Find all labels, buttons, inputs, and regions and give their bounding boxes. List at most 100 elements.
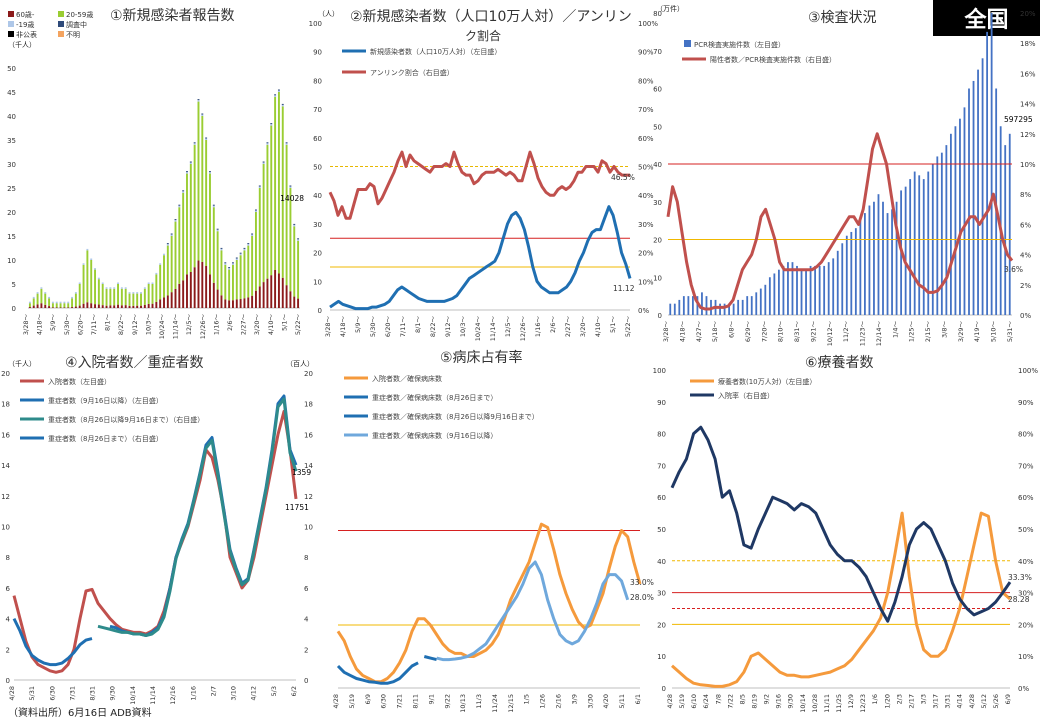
c6-ytick-left: 40	[657, 558, 666, 566]
c1-bar-pending	[274, 94, 277, 96]
c1-bar-youth	[193, 143, 196, 145]
c4-xtick: 6/2	[290, 686, 298, 696]
c1-legend-label-5: 不明	[66, 31, 80, 39]
c1-bar-elderly	[174, 288, 177, 308]
c3-bar	[977, 69, 979, 315]
c2-ytick-right: 10%	[638, 278, 654, 286]
c1-bar-youth	[182, 191, 185, 193]
c4-series-1-line	[109, 394, 298, 637]
c1-bar-youth	[78, 282, 81, 284]
c2-ytick-left: 80	[313, 77, 322, 85]
c1-bar-elderly	[51, 307, 54, 308]
c4-ytick-right: 10	[304, 524, 313, 532]
c6-legend-label-0: 療養者数(10万人対)（左目盛）	[718, 377, 816, 386]
c6-ytick-left: 100	[653, 367, 666, 375]
c5-legend-label-1: 重症者数／確保病床数（8月26日まで）	[372, 393, 497, 402]
c2-xtick: 5/9～	[354, 316, 362, 333]
c3-bar	[949, 133, 952, 315]
c1-bar-adult	[147, 284, 150, 304]
c1-bar-adult	[209, 173, 211, 275]
c1-legend-swatch-5	[58, 31, 64, 37]
c3-xtick: 6/29～	[744, 321, 752, 343]
c1-bar-pending	[220, 247, 223, 249]
c1-bar-pending	[281, 103, 284, 105]
c6-ytick-right: 40%	[1018, 558, 1034, 566]
c1-unit: （千人）	[8, 40, 36, 49]
c6-xtick: 5/19	[678, 694, 686, 709]
c5-xtick: 5/19	[348, 694, 356, 709]
c2-ytick-left: 70	[313, 106, 322, 114]
c1-bar-pending	[293, 223, 296, 225]
c4-ytick-left: 4	[6, 616, 11, 624]
c1-bar-elderly	[197, 260, 200, 308]
c4-xtick: 2/7	[209, 686, 217, 696]
c5-xtick: 12/15	[507, 694, 515, 713]
c1-xtick: 2/6～	[226, 314, 234, 331]
c1-bar-adult	[220, 250, 223, 296]
c1-bar-elderly	[159, 299, 162, 308]
c2-ytick-right: 70%	[638, 106, 654, 114]
c3-ytick-right: 2%	[1020, 282, 1031, 290]
c2-ytick-right: 60%	[638, 135, 654, 143]
c3-ytick-right: 14%	[1020, 101, 1036, 109]
c2-xtick: 9/12～	[444, 316, 452, 338]
c1-bar-adult	[274, 96, 277, 270]
c3-bar	[796, 265, 798, 315]
c1-bar-youth	[205, 138, 208, 140]
c1-bar-youth	[178, 205, 181, 208]
c2-ytick-right: 50%	[638, 164, 654, 172]
c1-xtick: 8/1～	[104, 314, 112, 331]
c4-xtick: 12/16	[169, 686, 177, 705]
c1-bar-youth	[117, 282, 119, 284]
c1-ytick-left: 5	[12, 281, 16, 289]
c1-bar-youth	[281, 104, 284, 107]
c6-xtick: 1/6	[871, 694, 879, 704]
c1-bar-adult	[228, 269, 231, 301]
c3-bar	[1008, 133, 1011, 315]
c1-bar-adult	[247, 245, 250, 298]
c1-legend-swatch-0	[8, 11, 14, 17]
c5-ytick-left: 30%	[318, 0, 334, 2]
c1-bar-elderly	[186, 274, 188, 308]
c1-bar-elderly	[71, 307, 74, 308]
c1-bar-elderly	[74, 306, 77, 308]
c1-bar-youth	[163, 253, 165, 256]
c4-series-2-line	[97, 397, 298, 637]
c5-legend-label-3: 重症者数／確保病床数（9月16日以降）	[372, 431, 497, 440]
c1-bar-adult	[281, 106, 284, 278]
c3-bar	[764, 284, 767, 315]
c1-bar-youth	[147, 282, 150, 284]
c2-ytick-right: 100%	[638, 20, 658, 28]
c1-bar-adult	[235, 260, 238, 300]
c1-bar-elderly	[117, 304, 119, 308]
c3-ytick-right: 6%	[1020, 221, 1031, 229]
c3-bar	[746, 296, 749, 315]
c1-bar-pending	[205, 137, 208, 139]
c1-bar-elderly	[239, 299, 242, 308]
c3-bar	[863, 213, 866, 315]
c1-bar-elderly	[293, 296, 296, 308]
c1-bar-elderly	[136, 305, 139, 308]
c1-bar-pending	[182, 190, 185, 192]
c1-xtick: 3/20～	[253, 314, 261, 336]
c5-xtick: 9/22	[443, 694, 451, 709]
c1-bar-adult	[189, 164, 192, 272]
c5-xtick: 7/21	[396, 694, 404, 709]
c1-bar-elderly	[224, 299, 227, 308]
c4-series-3-line	[12, 617, 93, 667]
c3-bar	[827, 262, 830, 315]
c1-ytick-left: 45	[7, 89, 16, 97]
c1-bar-youth	[40, 287, 43, 289]
c2-xtick: 2/6～	[549, 316, 557, 333]
c3-legend-label-1: 陽性者数／PCR検査実施件数（右目盛）	[710, 55, 836, 64]
c1-bar-elderly	[166, 295, 169, 308]
c5-series-2-line	[423, 655, 437, 662]
c1-xtick: 11/14～	[172, 314, 180, 340]
c1-bar-youth	[220, 248, 223, 251]
c1-xtick: 4/18～	[36, 314, 44, 336]
c1-bar-adult	[78, 284, 81, 306]
c1-bar-elderly	[235, 299, 238, 308]
c1-bar-adult	[155, 274, 158, 302]
c1-title: ①新規感染者報告数	[110, 7, 235, 24]
c1-bar-youth	[166, 244, 169, 246]
